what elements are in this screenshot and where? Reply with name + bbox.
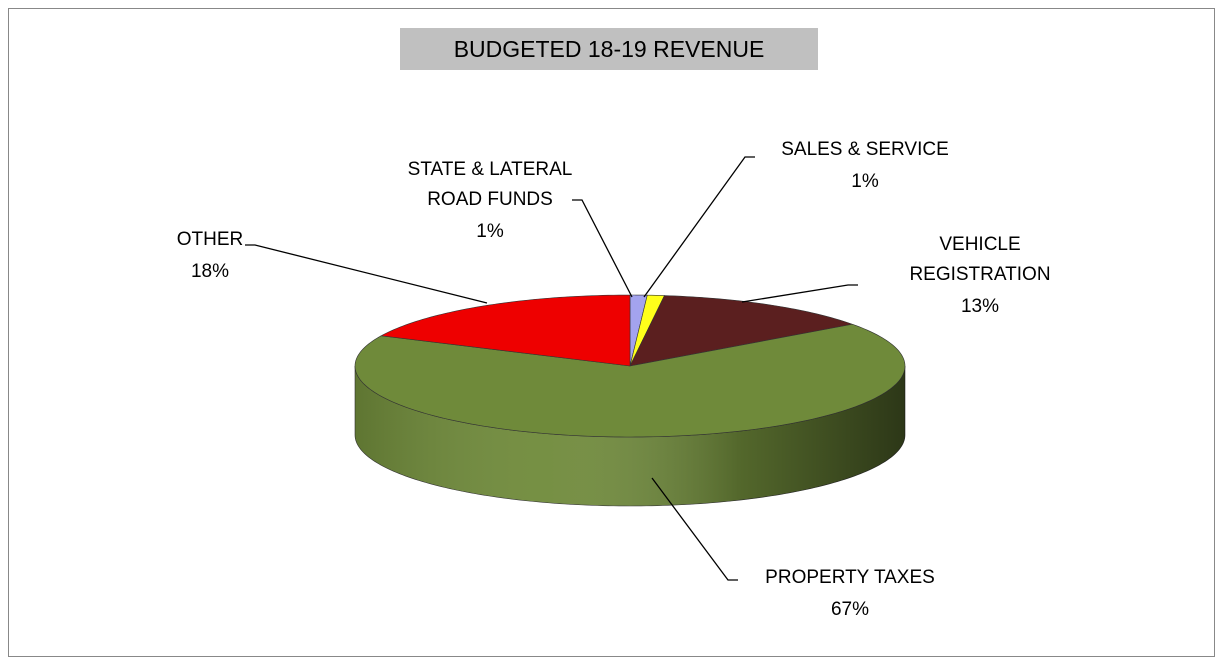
data-label-value: 1% <box>476 221 504 242</box>
leader-line <box>572 199 633 298</box>
data-label-name: SALES & SERVICE <box>781 139 949 160</box>
data-label-name: STATE & LATERAL ROAD FUNDS <box>407 159 573 210</box>
leader-line <box>643 156 755 298</box>
leader-line <box>245 244 488 304</box>
data-label-value: 67% <box>830 599 870 620</box>
chart-title: BUDGETED 18-19 REVENUE <box>400 28 818 70</box>
leader-line <box>741 284 858 303</box>
data-label-value: 13% <box>960 296 1000 317</box>
pie <box>354 294 906 507</box>
slice <box>629 295 854 367</box>
data-label-name: PROPERTY TAXES <box>765 567 935 588</box>
data-label-value: 18% <box>190 261 230 282</box>
slice <box>354 323 906 438</box>
data-label-name: OTHER <box>176 229 244 250</box>
slice <box>380 294 631 367</box>
side-shade <box>355 366 905 506</box>
data-label-name: VEHICLE REGISTRATION <box>909 234 1051 285</box>
leaders <box>245 156 858 581</box>
leader-line <box>651 477 738 581</box>
data-label-value: 1% <box>851 171 879 192</box>
